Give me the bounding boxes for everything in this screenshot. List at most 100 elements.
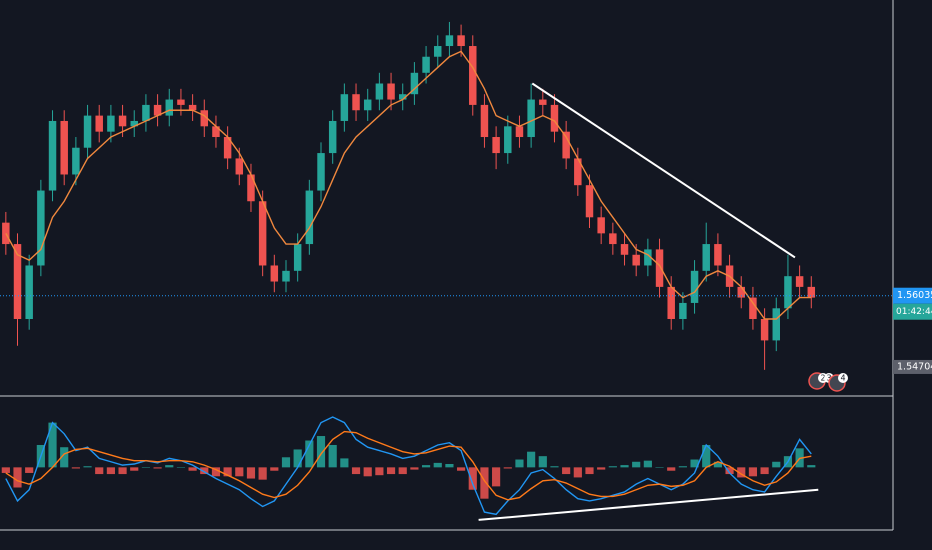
histogram-bar xyxy=(106,467,115,475)
moving-average xyxy=(5,50,812,320)
candle-body xyxy=(679,302,687,319)
candle-body xyxy=(632,254,640,266)
candle-body xyxy=(305,190,314,245)
candle-body xyxy=(37,190,45,266)
candle-body xyxy=(235,158,244,175)
histogram-bar xyxy=(188,467,197,471)
histogram-bar xyxy=(293,449,302,468)
candle-body xyxy=(258,201,267,266)
candle-body xyxy=(609,233,617,245)
candle-body xyxy=(772,308,781,341)
marker-price-box xyxy=(893,359,932,374)
histogram-bar xyxy=(421,465,431,468)
candle-body xyxy=(434,46,442,57)
histogram-bar xyxy=(608,466,617,468)
candle-body xyxy=(655,249,664,287)
histogram-bar xyxy=(620,465,629,468)
candle-body xyxy=(165,99,173,116)
candle-body xyxy=(749,297,757,319)
candle-body xyxy=(48,120,57,191)
candle-body xyxy=(620,244,629,255)
histogram-bar xyxy=(527,451,536,468)
candle-body xyxy=(130,120,138,127)
histogram-bar xyxy=(503,467,512,469)
histogram-bar xyxy=(95,467,104,475)
histogram-bar xyxy=(398,467,407,475)
histogram-bar xyxy=(246,467,256,479)
candle-body xyxy=(375,83,384,100)
candle-body xyxy=(515,126,524,138)
candle-body xyxy=(72,147,80,175)
histogram-bar xyxy=(433,462,442,468)
histogram-bar xyxy=(386,467,396,475)
candle-body xyxy=(504,126,512,154)
candle-body xyxy=(714,244,722,266)
histogram-bar xyxy=(445,464,454,468)
candle-body xyxy=(223,137,232,159)
histogram-bar xyxy=(118,467,127,475)
histogram-bar xyxy=(538,456,547,468)
histogram-bar xyxy=(492,467,501,487)
candle-body xyxy=(107,115,115,132)
histogram-bar xyxy=(130,467,139,471)
histogram-bar xyxy=(643,460,652,468)
histogram-bar xyxy=(153,467,162,469)
histogram-bar xyxy=(340,458,349,468)
candle-body xyxy=(644,249,652,266)
candle-body xyxy=(13,244,22,319)
histogram-bar xyxy=(351,467,361,475)
countdown-label: 01:42:44 xyxy=(896,307,932,317)
candle-body xyxy=(445,35,454,47)
candle-body xyxy=(270,265,279,282)
candle-body xyxy=(737,286,745,298)
histogram-bar xyxy=(632,461,641,468)
event-badge xyxy=(838,373,848,383)
candle-body xyxy=(667,286,675,319)
histogram-bar xyxy=(48,422,57,468)
trendline xyxy=(531,82,796,259)
histogram-bar xyxy=(667,467,676,471)
candle-body xyxy=(352,94,360,111)
plot xyxy=(0,21,893,521)
candle-body xyxy=(340,94,349,121)
histogram-bar xyxy=(60,447,69,468)
candle-body xyxy=(550,104,559,132)
candle-body xyxy=(527,99,535,138)
histogram-bar xyxy=(515,459,524,468)
candle-body xyxy=(597,217,605,234)
histogram-bar xyxy=(211,467,221,477)
histogram-bar xyxy=(235,467,244,477)
histogram-bar xyxy=(165,465,174,468)
histogram-bar xyxy=(737,467,746,478)
histogram-bar xyxy=(480,467,489,499)
histogram-bar xyxy=(258,467,267,480)
histogram-bar xyxy=(316,436,326,468)
candle-body xyxy=(247,174,255,202)
candle-body xyxy=(83,115,92,148)
macd-line xyxy=(5,416,812,516)
event-markers[interactable]: 2 3 4 xyxy=(808,372,848,392)
candle-body xyxy=(760,318,769,341)
candle-body xyxy=(807,286,816,298)
histogram-bar xyxy=(760,467,769,475)
candle-body xyxy=(492,137,500,154)
candle-body xyxy=(562,131,570,159)
candle-body xyxy=(328,120,337,154)
histogram-bar xyxy=(176,467,186,468)
countdown-box xyxy=(893,303,932,320)
histogram-bar xyxy=(468,467,477,490)
histogram-bar xyxy=(328,444,337,468)
histogram-bar xyxy=(550,466,559,468)
candle-body xyxy=(60,120,68,175)
histogram-bar xyxy=(141,467,151,468)
histogram-bar xyxy=(457,467,466,471)
histogram-bar xyxy=(573,467,582,478)
histogram-bar xyxy=(702,444,711,468)
histogram-bar xyxy=(410,467,419,470)
candle-body xyxy=(282,270,290,282)
candle-body xyxy=(702,244,710,271)
candle-body xyxy=(539,99,547,105)
candle-body xyxy=(95,115,103,132)
